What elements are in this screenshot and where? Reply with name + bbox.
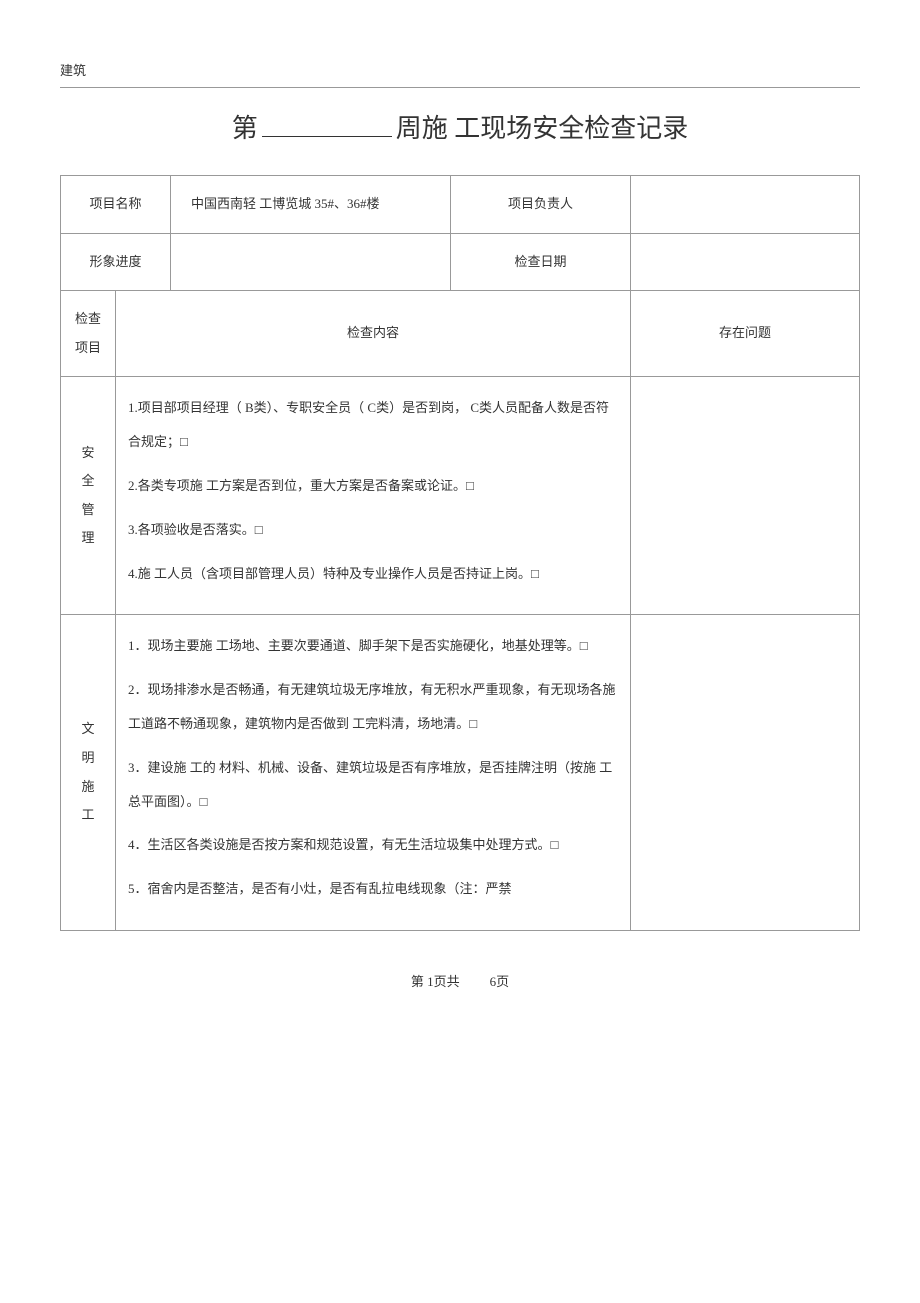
check-date-label: 检查日期 — [451, 233, 631, 291]
section-civilized-row: 文 明 施 工 1．现场主要施 工场地、主要次要通道、脚手架下是否实施硬化，地基… — [61, 615, 860, 931]
section-label-char: 管 — [81, 502, 94, 517]
check-item-header: 检查 项目 — [61, 291, 116, 377]
civilized-item-3: 3．建设施 工的 材料、机械、设备、建筑垃圾是否有序堆放，是否挂牌注明（按施 工… — [128, 751, 618, 819]
safety-item-2: 2.各类专项施 工方案是否到位，重大方案是否备案或论证。□ — [128, 469, 618, 503]
title-prefix: 第 — [232, 114, 258, 143]
title-blank-field[interactable] — [262, 111, 392, 137]
document-category: 建筑 — [60, 60, 860, 79]
safety-item-3: 3.各项验收是否落实。□ — [128, 513, 618, 547]
title-suffix: 周施 工现场安全检查记录 — [396, 114, 689, 143]
check-content-header: 检查内容 — [116, 291, 631, 377]
project-name-value: 中国西南轻 工博览城 35#、36#楼 — [171, 176, 451, 234]
civilized-item-2: 2．现场排渗水是否畅通，有无建筑垃圾无序堆放，有无积水严重现象，有无现场各施 工… — [128, 673, 618, 741]
safety-item-1: 1.项目部项目经理（ B类）、专职安全员（ C类）是否到岗， C类人员配备人数是… — [128, 391, 618, 459]
project-leader-value[interactable] — [631, 176, 860, 234]
check-item-header-1: 检查 — [75, 311, 101, 326]
problems-header: 存在问题 — [631, 291, 860, 377]
section-label-char: 工 — [81, 807, 94, 822]
page-footer: 第 1页共6页 — [60, 971, 860, 990]
section-label-char: 文 — [81, 721, 94, 736]
check-item-header-2: 项目 — [75, 340, 101, 355]
civilized-item-5: 5．宿舍内是否整洁，是否有小灶，是否有乱拉电线现象（注：严禁 — [128, 872, 618, 906]
section-label-char: 理 — [81, 530, 94, 545]
civilized-item-4: 4．生活区各类设施是否按方案和规范设置，有无生活垃圾集中处理方式。□ — [128, 828, 618, 862]
check-date-value[interactable] — [631, 233, 860, 291]
page-title: 第 周施 工现场安全检查记录 — [60, 108, 860, 145]
section-label-char: 明 — [81, 750, 94, 765]
progress-value[interactable] — [171, 233, 451, 291]
progress-label: 形象进度 — [61, 233, 171, 291]
civilized-item-1: 1．现场主要施 工场地、主要次要通道、脚手架下是否实施硬化，地基处理等。□ — [128, 629, 618, 663]
header-divider — [60, 87, 860, 88]
meta-row-1: 项目名称 中国西南轻 工博览城 35#、36#楼 项目负责人 — [61, 176, 860, 234]
footer-suffix: 页 — [496, 974, 509, 989]
safety-item-4: 4.施 工人员（含项目部管理人员）特种及专业操作人员是否持证上岗。□ — [128, 557, 618, 591]
project-name-label: 项目名称 — [61, 176, 171, 234]
section-label-char: 全 — [81, 473, 94, 488]
footer-middle: 页共 — [434, 974, 460, 989]
section-civilized-label: 文 明 施 工 — [61, 615, 116, 931]
section-label-char: 施 — [81, 779, 94, 794]
section-safety-label: 安 全 管 理 — [61, 377, 116, 615]
meta-row-2: 形象进度 检查日期 — [61, 233, 860, 291]
inspection-table: 项目名称 中国西南轻 工博览城 35#、36#楼 项目负责人 形象进度 检查日期… — [60, 175, 860, 931]
footer-prefix: 第 — [411, 974, 424, 989]
section-safety-problems[interactable] — [631, 377, 860, 615]
header-row: 检查 项目 检查内容 存在问题 — [61, 291, 860, 377]
section-civilized-problems[interactable] — [631, 615, 860, 931]
project-leader-label: 项目负责人 — [451, 176, 631, 234]
section-civilized-content: 1．现场主要施 工场地、主要次要通道、脚手架下是否实施硬化，地基处理等。□ 2．… — [116, 615, 631, 931]
section-safety-content: 1.项目部项目经理（ B类）、专职安全员（ C类）是否到岗， C类人员配备人数是… — [116, 377, 631, 615]
section-safety-row: 安 全 管 理 1.项目部项目经理（ B类）、专职安全员（ C类）是否到岗， C… — [61, 377, 860, 615]
section-label-char: 安 — [81, 445, 94, 460]
